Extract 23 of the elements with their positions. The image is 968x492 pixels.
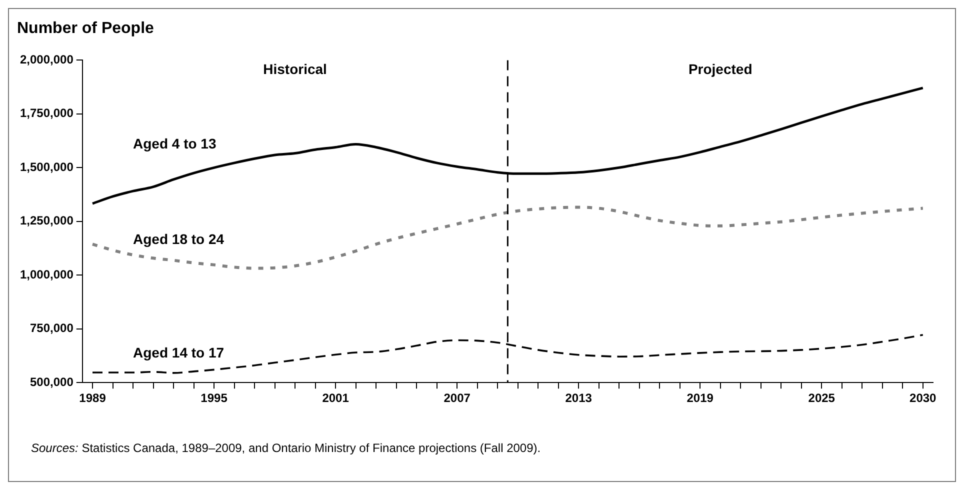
annotation: Historical — [263, 61, 327, 78]
y-tick-label: 1,750,000 — [20, 106, 74, 120]
series-label: Aged 14 to 17 — [133, 344, 224, 361]
line-series — [91, 206, 924, 270]
x-tick-label: 2013 — [565, 391, 592, 406]
y-tick-label: 500,000 — [30, 374, 74, 389]
x-tick-label: 2007 — [444, 391, 471, 406]
x-tick-label: 2030 — [910, 391, 937, 406]
chart-title: Number of People — [17, 20, 154, 38]
annotation: Projected — [688, 61, 752, 78]
x-tick-label: 2001 — [322, 391, 350, 406]
y-tick-label: 2,000,000 — [20, 52, 74, 67]
source-note: Sources: Statistics Canada, 1989–2009, and Ontario Ministry of Finance projections (Fall 2009). — [31, 441, 541, 455]
series-label: Aged 18 to 24 — [133, 231, 224, 248]
x-tick-label: 1989 — [79, 391, 106, 406]
x-tick-label: 1995 — [200, 391, 228, 406]
y-tick-label: 1,000,000 — [20, 267, 74, 282]
series-label: Aged 4 to 13 — [133, 136, 216, 152]
x-tick-label: 2019 — [686, 391, 714, 406]
x-tick-label: 2025 — [808, 391, 836, 406]
y-tick-label: 750,000 — [30, 321, 74, 336]
y-tick-label: 1,250,000 — [20, 214, 74, 228]
y-tick-label: 1,500,000 — [20, 160, 74, 174]
